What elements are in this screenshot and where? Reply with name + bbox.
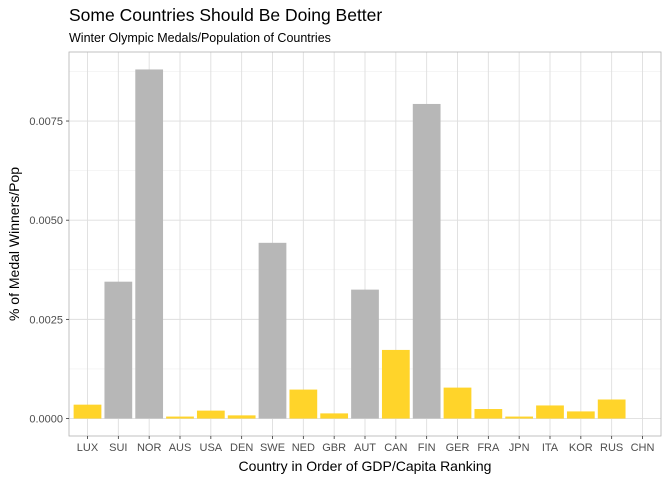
x-tick-label: ITA (542, 442, 559, 454)
x-tick-label: GER (446, 442, 470, 454)
bar-jpn (505, 416, 534, 419)
y-tick-label: 0.0000 (29, 414, 63, 426)
y-axis-ticks: 0.0000 0.0025 0.0050 0.0075 (29, 116, 69, 426)
bar-ned (289, 389, 318, 419)
bar-can (381, 349, 410, 419)
bar-usa (196, 410, 225, 419)
bar-lux (73, 404, 102, 419)
chart-subtitle: Winter Olympic Medals/Population of Coun… (69, 31, 331, 45)
x-tick-label: GBR (322, 442, 346, 454)
x-tick-label: NED (292, 442, 315, 454)
y-tick-label: 0.0075 (29, 116, 63, 128)
bar-fra (474, 409, 503, 419)
bar-fin (412, 103, 441, 419)
x-tick-label: CHN (631, 442, 655, 454)
bar-gbr (320, 413, 349, 419)
bar-nor (135, 69, 164, 419)
x-tick-label: LUX (77, 442, 99, 454)
bar-kor (566, 411, 595, 419)
bar-ita (536, 405, 564, 419)
y-tick-label: 0.0050 (29, 215, 63, 227)
x-axis-ticks: LUX SUI NOR AUS USA DEN SWE NED GBR AUT CAN FIN GER F… (77, 436, 655, 454)
x-tick-label: USA (200, 442, 223, 454)
chart-title: Some Countries Should Be Doing Better (69, 5, 383, 25)
bar-aut (351, 289, 379, 419)
y-axis-title: % of Medal Winners/Pop (6, 167, 22, 321)
bar-den (227, 415, 256, 419)
x-tick-label: AUS (169, 442, 192, 454)
x-tick-label: RUS (600, 442, 623, 454)
x-tick-label: DEN (230, 442, 253, 454)
x-tick-label: AUT (354, 442, 376, 454)
bar-aus (166, 416, 194, 419)
x-tick-label: FRA (477, 442, 500, 454)
x-tick-label: NOR (137, 442, 162, 454)
bars (73, 69, 626, 419)
x-tick-label: JPN (509, 442, 530, 454)
x-tick-label: SWE (260, 442, 285, 454)
x-tick-label: FIN (418, 442, 436, 454)
x-tick-label: CAN (384, 442, 407, 454)
x-axis-title: Country in Order of GDP/Capita Ranking (239, 458, 492, 474)
x-tick-label: SUI (109, 442, 127, 454)
bar-swe (258, 242, 287, 419)
bar-ger (443, 387, 472, 419)
bar-rus (597, 399, 626, 419)
bar-sui (104, 281, 133, 419)
y-tick-label: 0.0025 (29, 314, 63, 326)
x-tick-label: KOR (569, 442, 593, 454)
